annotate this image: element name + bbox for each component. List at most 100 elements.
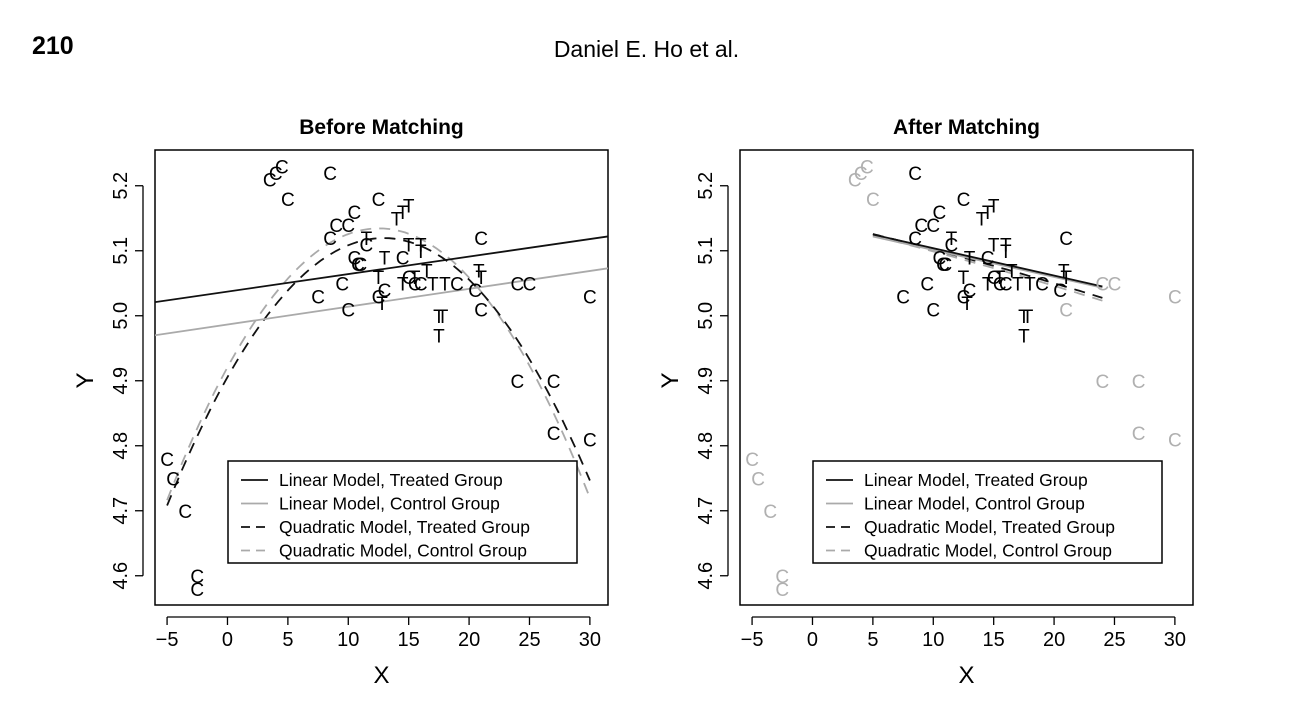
linear-treated-line: [155, 235, 608, 303]
plot-frame: [154, 149, 609, 606]
plot-frame: [739, 149, 1194, 606]
legend-label: Quadratic Model, Control Group: [864, 541, 1112, 561]
treated-point: T: [982, 203, 994, 224]
control-point-unmatched: C: [1168, 430, 1182, 451]
treated-point: T: [958, 268, 970, 289]
page-number: 210: [32, 32, 74, 60]
treated-point: T: [1060, 268, 1072, 289]
control-point: C: [329, 216, 343, 237]
control-point: C: [347, 203, 361, 224]
control-point-unmatched: C: [1059, 300, 1073, 321]
chart-before-matching: Before Matching −5 0 5 10 15 20 25 30 X 4.6 4.7 4.8 4…: [72, 116, 609, 689]
treated-point: T: [473, 261, 485, 282]
y-axis-label: Y: [657, 372, 684, 388]
treated-point: T: [427, 274, 439, 295]
x-tick-label: 0: [222, 629, 233, 651]
control-point-matched: C: [926, 300, 940, 321]
control-point: C: [583, 430, 597, 451]
control-point: C: [408, 274, 422, 295]
control-point-matched: C: [1053, 281, 1067, 302]
control-point: C: [402, 268, 416, 289]
treated-point: T: [1024, 274, 1036, 295]
control-point-matched: C: [999, 274, 1013, 295]
x-tick-label: 20: [1043, 629, 1065, 651]
control-point-unmatched: C: [1108, 274, 1122, 295]
legend-label: Linear Model, Control Group: [864, 494, 1085, 514]
control-point: C: [372, 190, 386, 211]
treated-point: T: [475, 268, 487, 289]
control-point-matched: C: [987, 268, 1001, 289]
control-point-matched: C: [936, 255, 950, 276]
legend-label: Linear Model, Control Group: [279, 494, 500, 514]
control-point-matched: C: [938, 255, 952, 276]
control-point: C: [414, 274, 428, 295]
x-tick-label: 0: [807, 629, 818, 651]
fitted-lines: [155, 227, 608, 506]
x-tick-label: 15: [983, 629, 1005, 651]
treated-point: T: [988, 235, 1000, 256]
control-point-matched: C: [981, 248, 995, 269]
control-point: C: [166, 469, 180, 490]
legend: Linear Model, Treated Group Linear Model,…: [812, 460, 1163, 564]
control-point: C: [511, 372, 525, 393]
legend-label: Linear Model, Treated Group: [864, 470, 1088, 490]
y-tick-label: 4.6: [695, 562, 717, 590]
treated-point: T: [379, 248, 391, 269]
control-point: C: [269, 164, 283, 185]
treated-point: T: [946, 229, 958, 250]
x-tick-label: −5: [741, 629, 764, 651]
y-tick-label: 5.0: [110, 302, 132, 330]
linear-treated-line: [872, 233, 1103, 288]
treated-point: T: [1022, 307, 1034, 328]
quadratic-treated-curve: [166, 237, 591, 506]
fitted-lines: [872, 233, 1103, 302]
control-point-unmatched: C: [866, 190, 880, 211]
control-point-unmatched: C: [1096, 372, 1110, 393]
x-tick-label: 5: [282, 629, 293, 651]
treated-point: T: [1000, 235, 1012, 256]
control-point-matched: C: [908, 164, 922, 185]
control-point: C: [351, 255, 365, 276]
x-tick-label: 5: [867, 629, 878, 651]
control-point-matched: C: [908, 229, 922, 250]
control-point: C: [311, 287, 325, 308]
treated-point: T: [397, 203, 409, 224]
control-point: C: [281, 190, 295, 211]
x-axis-label: X: [958, 662, 974, 689]
legend-box: [812, 460, 1163, 564]
x-tick-label: 15: [398, 629, 420, 651]
treated-point: T: [988, 196, 1000, 217]
control-point-matched: C: [1035, 274, 1049, 295]
linear-control-line: [155, 267, 608, 337]
running-head: Daniel E. Ho et al.: [553, 36, 740, 62]
treated-point: T: [403, 196, 415, 217]
legend-label: Quadratic Model, Treated Group: [864, 517, 1115, 537]
y-tick-label: 4.7: [110, 497, 132, 525]
treated-point: T: [361, 229, 373, 250]
control-point-matched: C: [932, 203, 946, 224]
control-point: C: [468, 281, 482, 302]
control-point: C: [323, 164, 337, 185]
y-tick-label: 4.9: [110, 367, 132, 395]
y-axis-label: Y: [72, 372, 99, 388]
legend-label: Quadratic Model, Control Group: [279, 541, 527, 561]
x-tick-label: 20: [458, 629, 480, 651]
treated-point: T: [961, 294, 973, 315]
control-point: C: [583, 287, 597, 308]
control-point: C: [450, 274, 464, 295]
y-tick-label: 5.1: [695, 237, 717, 265]
control-point-unmatched: C: [1132, 424, 1146, 445]
x-tick-label: 25: [1103, 629, 1125, 651]
control-point-matched: C: [957, 190, 971, 211]
treated-point: T: [415, 235, 427, 256]
control-point: C: [511, 274, 525, 295]
x-axis-label: X: [373, 662, 389, 689]
control-point: C: [372, 287, 386, 308]
treated-point: T: [433, 326, 445, 347]
control-point: C: [335, 274, 349, 295]
control-point-matched: C: [914, 216, 928, 237]
control-point-matched: C: [957, 287, 971, 308]
x-tick-label: 10: [922, 629, 944, 651]
chart-after-matching: After Matching −5 0 5 10 15 20 25 30 X 4.6 4.7 4.8 4.…: [657, 116, 1194, 689]
